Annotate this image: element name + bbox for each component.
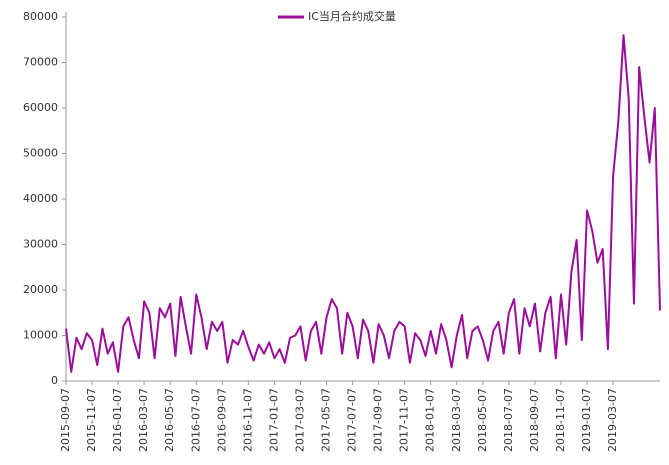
x-tick-label: 2018-07-07 <box>502 388 515 452</box>
y-tick-label: 70000 <box>23 56 58 69</box>
x-tick-label: 2016-07-07 <box>189 388 202 452</box>
x-tick-label: 2018-05-07 <box>476 388 489 452</box>
x-tick-label: 2017-07-07 <box>346 388 359 452</box>
x-tick-label: 2017-01-07 <box>267 388 280 452</box>
y-tick-label: 60000 <box>23 101 58 114</box>
y-tick-label: 80000 <box>23 10 58 23</box>
x-tick-label: 2018-03-07 <box>450 388 463 452</box>
x-tick-label: 2017-05-07 <box>320 388 333 452</box>
x-tick-label: 2017-03-07 <box>293 388 306 452</box>
y-tick-label: 30000 <box>23 238 58 251</box>
x-tick-label: 2018-11-07 <box>554 388 567 452</box>
y-tick-label: 40000 <box>23 192 58 205</box>
x-tick-label: 2018-01-07 <box>424 388 437 452</box>
x-tick-label: 2017-09-07 <box>372 388 385 452</box>
x-tick-label: 2018-09-07 <box>528 388 541 452</box>
x-tick-label: 2016-09-07 <box>215 388 228 452</box>
y-tick-label: 50000 <box>23 147 58 160</box>
x-tick-label: 2015-09-07 <box>59 388 72 452</box>
y-tick-label: 0 <box>51 374 58 387</box>
x-tick-label: 2016-11-07 <box>241 388 254 452</box>
x-tick-label: 2017-11-07 <box>398 388 411 452</box>
x-tick-label: 2016-05-07 <box>163 388 176 452</box>
line <box>65 34 661 373</box>
legend-label: IC当月合约成交量 <box>308 9 396 23</box>
x-tick-label: 2016-03-07 <box>137 388 150 452</box>
y-tick-label: 10000 <box>23 329 58 342</box>
y-tick-label: 20000 <box>23 283 58 296</box>
x-tick-label: 2015-11-07 <box>85 388 98 452</box>
x-tick-label: 2019-01-07 <box>580 388 593 452</box>
x-tick-label: 2016-01-07 <box>111 388 124 452</box>
x-tick-label: 2019-03-07 <box>606 388 619 452</box>
